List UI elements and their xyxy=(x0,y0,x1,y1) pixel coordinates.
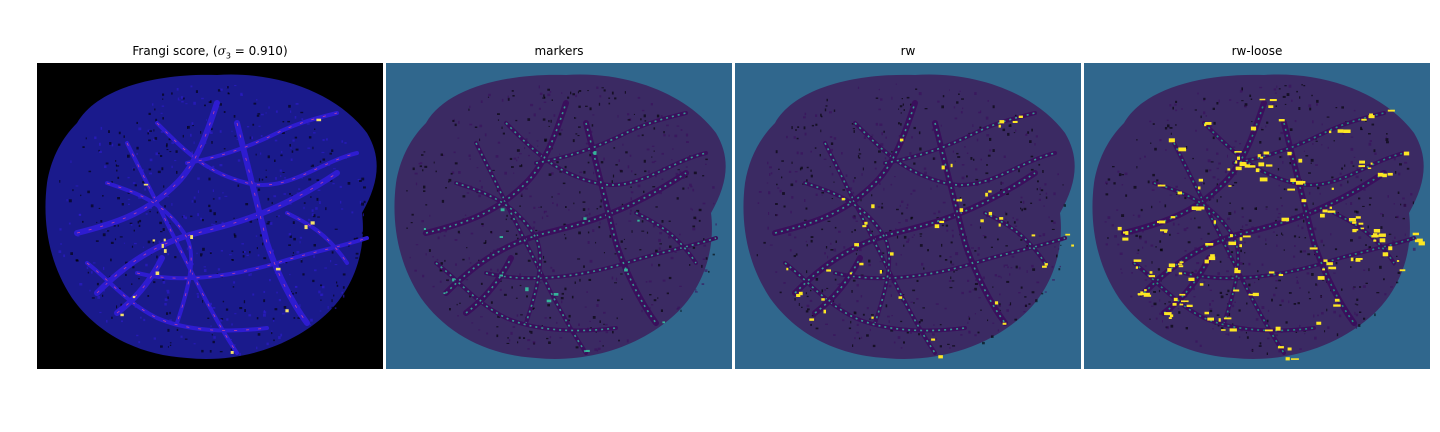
panel-title-rw: rw xyxy=(900,44,916,58)
panel-title-frangi: Frangi score, (σ3 = 0.910) xyxy=(132,44,288,61)
panel-rw-image xyxy=(735,63,1081,369)
segmentation-hotspots xyxy=(423,151,665,352)
rw-loose-image xyxy=(1084,63,1430,369)
segmentation-hotspots xyxy=(1117,98,1425,361)
panel-rw-loose-image xyxy=(1084,63,1430,369)
vessel-network xyxy=(772,100,1067,355)
vessel-network xyxy=(1121,100,1416,355)
panel-title-rw-loose: rw-loose xyxy=(1231,44,1283,58)
segmentation-hotspots xyxy=(786,115,1074,359)
vessel-network xyxy=(423,100,718,355)
markers-image xyxy=(386,63,732,369)
rw-image xyxy=(735,63,1081,369)
panel-title-markers: markers xyxy=(534,44,584,58)
segmentation-hotspots xyxy=(120,118,322,354)
frangi-score-image xyxy=(37,63,383,369)
vessel-network xyxy=(74,100,369,355)
panel-markers-image xyxy=(386,63,732,369)
panel-frangi-image xyxy=(37,63,383,369)
texture-speckles xyxy=(58,85,366,356)
